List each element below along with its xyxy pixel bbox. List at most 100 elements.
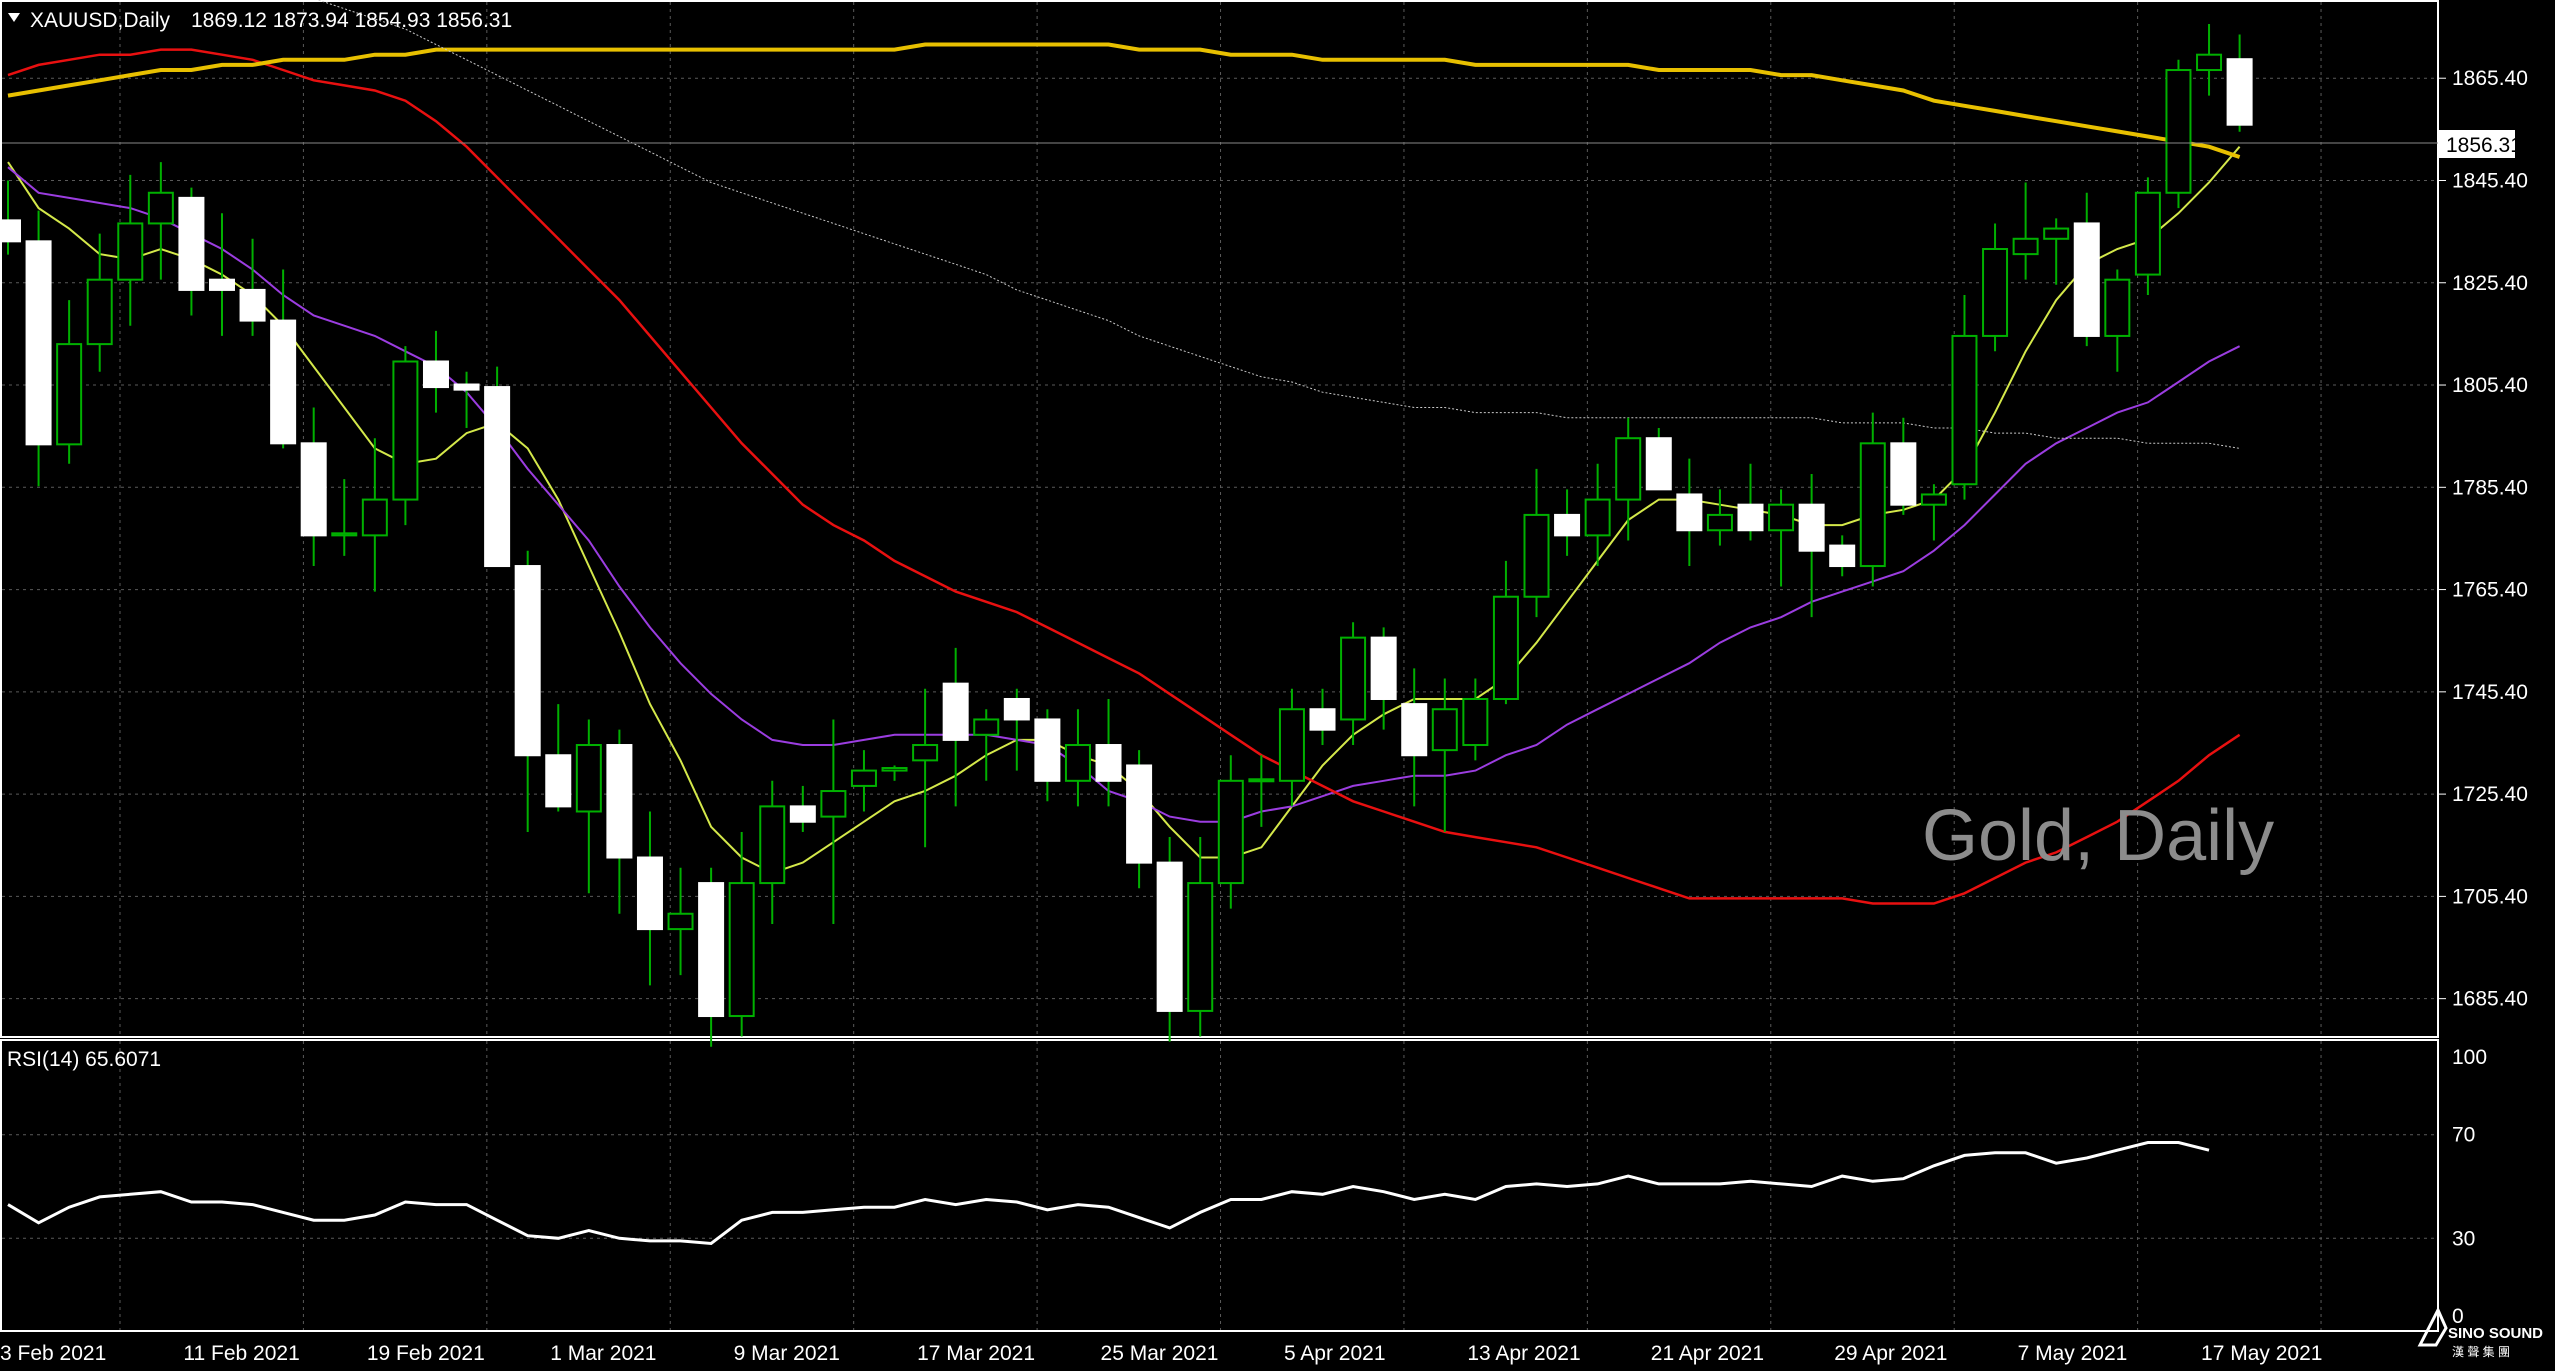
candle-42 (1278, 688, 1305, 807)
candle-58 (1768, 489, 1795, 587)
candle-body-58 (1768, 503, 1795, 532)
candle-31 (942, 647, 969, 807)
candle-48 (1462, 678, 1489, 761)
ma-line-ma_long (7, 42, 2241, 159)
candle-51 (1554, 489, 1581, 556)
date-label-9: 21 Apr 2021 (1651, 1342, 1764, 1365)
sino-sound-logo: SINO SOUND 漢 聲 集 團 (2417, 1306, 2543, 1359)
candle-body-37 (1126, 764, 1153, 864)
candle-body-1 (25, 240, 52, 446)
candle-body-39 (1187, 882, 1214, 1012)
logo-name: SINO SOUND (2448, 1325, 2543, 1342)
date-label-12: 17 May 2021 (2201, 1342, 2322, 1365)
rsi-axis[interactable]: 100 70 30 0 (2452, 1046, 2487, 1328)
candle-body-40 (1217, 779, 1244, 885)
ma-line-ma_mid (7, 166, 2241, 823)
candle-43 (1309, 688, 1336, 746)
candle-body-60 (1829, 544, 1856, 568)
candle-59 (1798, 474, 1825, 618)
candle-46 (1401, 668, 1428, 807)
rsi-panel-border (0, 1039, 2439, 1332)
candle-body-20 (606, 744, 633, 859)
candle-63 (1920, 484, 1947, 541)
candle-8 (239, 238, 266, 336)
candle-60 (1829, 535, 1856, 577)
ma-line-ma_slow (7, 48, 2241, 905)
candle-body-13 (392, 360, 419, 501)
candle-10 (300, 407, 327, 567)
date-label-10: 29 Apr 2021 (1834, 1342, 1947, 1365)
candle-38 (1156, 837, 1183, 1042)
candle-body-38 (1156, 861, 1183, 1012)
candle-body-23 (698, 882, 725, 1018)
logo-icon (2417, 1306, 2448, 1347)
candle-body-19 (575, 744, 602, 813)
time-axis[interactable]: 3 Feb 2021 11 Feb 2021 19 Feb 2021 1 Mar 20… (0, 1342, 2322, 1365)
date-label-11: 7 May 2021 (2018, 1342, 2128, 1365)
candle-body-57 (1737, 503, 1764, 532)
price-tick-label-1: 1845.40 (2452, 169, 2528, 192)
candle-body-15 (453, 383, 480, 391)
candle-body-18 (545, 754, 572, 808)
date-label-0: 3 Feb 2021 (0, 1342, 106, 1365)
candle-70 (2134, 177, 2161, 296)
candle-57 (1737, 463, 1764, 541)
candle-body-52 (1584, 498, 1611, 537)
collapse-triangle-icon[interactable] (8, 13, 20, 22)
price-tick-label-9: 1685.40 (2452, 988, 2528, 1011)
candle-1 (25, 210, 52, 487)
candle-15 (453, 371, 480, 428)
grid (2, 2, 2438, 1330)
candle-body-5 (147, 191, 174, 225)
candle-body-6 (178, 196, 205, 291)
candle-6 (178, 187, 205, 316)
candle-7 (208, 213, 235, 336)
candle-62 (1890, 417, 1917, 515)
candle-body-28 (850, 769, 877, 787)
candle-body-11 (331, 532, 358, 537)
date-label-2: 19 Feb 2021 (367, 1342, 485, 1365)
candle-37 (1126, 750, 1153, 889)
price-axis[interactable]: 1865.40 1845.40 1825.40 1805.40 1785.40 1765.… (2438, 67, 2528, 1011)
candle-body-70 (2134, 191, 2161, 276)
candle-body-66 (2012, 237, 2039, 256)
candle-40 (1217, 755, 1244, 909)
candle-body-33 (1003, 697, 1030, 721)
candle-body-53 (1615, 437, 1642, 501)
candle-body-22 (667, 912, 694, 931)
candle-body-25 (759, 805, 786, 885)
candle-47 (1431, 678, 1458, 832)
candle-66 (2012, 182, 2039, 280)
candle-65 (1982, 223, 2009, 352)
candle-53 (1615, 417, 1642, 541)
candle-29 (881, 765, 908, 781)
candlesticks[interactable] (0, 24, 2253, 1047)
candle-36 (1095, 698, 1122, 807)
price-tick-label-8: 1705.40 (2452, 885, 2528, 908)
candle-14 (422, 330, 449, 413)
candle-body-7 (208, 278, 235, 291)
candle-3 (86, 233, 113, 372)
candle-61 (1859, 412, 1886, 587)
price-tick-label-5: 1765.40 (2452, 579, 2528, 602)
candle-body-24 (728, 882, 755, 1018)
candle-body-44 (1340, 636, 1367, 721)
candle-body-17 (514, 565, 541, 757)
price-tick-label-4: 1785.40 (2452, 476, 2528, 499)
candle-body-41 (1248, 778, 1275, 783)
candle-body-45 (1370, 636, 1397, 700)
candle-body-0 (0, 219, 21, 243)
candle-body-61 (1859, 442, 1886, 568)
price-tick-label-6: 1745.40 (2452, 681, 2528, 704)
ohlc-values: 1869.12 1873.94 1854.93 1856.31 (191, 9, 512, 32)
candle-body-67 (2043, 227, 2070, 240)
candle-body-35 (1064, 744, 1091, 782)
candle-2 (56, 300, 83, 464)
candle-body-73 (2226, 58, 2253, 126)
candle-body-36 (1095, 744, 1122, 782)
candle-71 (2165, 59, 2192, 209)
candle-body-68 (2073, 222, 2100, 337)
candle-35 (1064, 709, 1091, 807)
